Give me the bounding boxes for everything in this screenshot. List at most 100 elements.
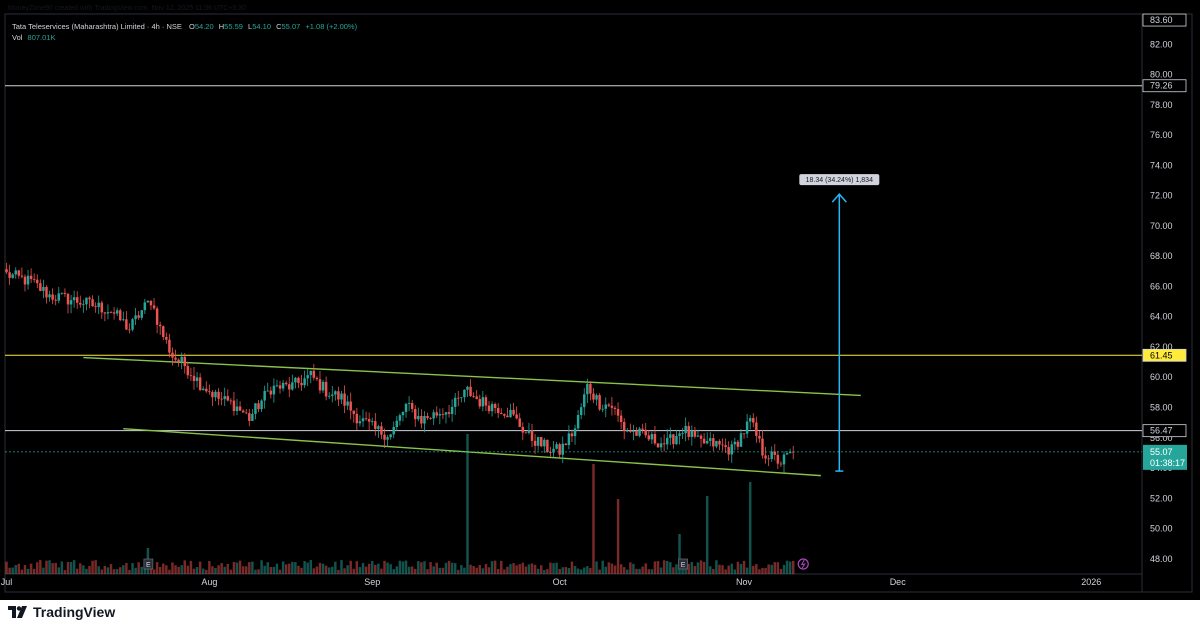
volume-bar: [466, 434, 469, 574]
volume-bar: [613, 565, 617, 574]
volume-bar: [610, 563, 614, 574]
candle-body: [303, 378, 306, 386]
price-scale[interactable]: 48.0050.0052.0054.0056.0058.0060.0062.00…: [1142, 13, 1187, 564]
time-scale[interactable]: Jul Aug Sep Oct Nov Dec 2026: [1, 577, 1102, 587]
volume-bar: [244, 566, 248, 574]
volume-bar: [168, 569, 171, 574]
candle-body: [324, 381, 328, 397]
candle-body: [186, 366, 190, 376]
candle-body: [447, 412, 451, 414]
candle-body: [696, 435, 700, 437]
volume-bar: [407, 566, 411, 574]
candle-body: [678, 433, 681, 436]
candle-body: [32, 279, 36, 280]
candle-body: [26, 275, 30, 285]
y-tick-label: 48.00: [1150, 554, 1173, 564]
horizontal-levels[interactable]: 79.26 61.45 56.47: [5, 79, 1187, 438]
candle-body: [586, 383, 589, 395]
volume-bar: [665, 560, 669, 574]
volume-bar: [444, 562, 448, 574]
volume-bar: [294, 562, 297, 574]
volume-bar: [377, 563, 380, 574]
candle-body: [681, 433, 684, 434]
plot-area[interactable]: [5, 14, 1142, 574]
volume-bar: [601, 560, 604, 574]
volume-bar: [251, 561, 254, 574]
candle-body: [761, 438, 764, 456]
tradingview-logo-icon: [8, 606, 27, 618]
earnings-label: E: [146, 562, 151, 569]
candle-body: [281, 382, 285, 389]
volume-bar: [79, 563, 82, 574]
candle-body: [217, 391, 220, 399]
candle-body: [733, 441, 737, 445]
volume-bar: [659, 567, 663, 574]
current-price-tag: [1143, 444, 1187, 470]
candle-body: [220, 398, 223, 400]
candle-body: [518, 418, 521, 427]
tradingview-watermark[interactable]: TradingView: [8, 602, 115, 622]
volume-bar: [217, 565, 220, 574]
candle-body: [500, 413, 503, 415]
volume-bar: [543, 569, 546, 574]
candle-body: [466, 386, 469, 390]
candle-body: [79, 302, 82, 305]
descending-channel[interactable]: [83, 356, 861, 477]
volume-bar: [238, 560, 242, 574]
level-tag: [1142, 348, 1187, 362]
candle-body: [702, 438, 706, 444]
candle-body: [478, 399, 482, 407]
candle-body: [552, 448, 555, 453]
candle-body: [423, 416, 426, 424]
symbol-name: Tata Teleservices (Maharashtra) Limited …: [12, 22, 182, 31]
volume-bar: [702, 561, 706, 574]
volume-bar: [770, 564, 773, 574]
volume-bar: [779, 568, 783, 574]
candle-body: [349, 401, 352, 411]
candle-body: [128, 329, 131, 331]
candle-body: [91, 299, 94, 307]
candle-body: [155, 308, 159, 325]
countdown-label: 01:38:17: [1150, 458, 1185, 468]
volume-bar: [469, 564, 472, 574]
candle-body: [739, 433, 743, 447]
volume-bar: [85, 568, 88, 574]
volume-bar: [395, 566, 399, 574]
y-tick-label: 78.00: [1150, 100, 1173, 110]
candle-body: [205, 388, 208, 392]
candle-body: [659, 443, 663, 448]
candle-body: [171, 352, 174, 358]
price-range-measure[interactable]: 18.34 (34.24%) 1,834: [799, 174, 880, 472]
volume-bar: [567, 568, 571, 574]
candle-body: [340, 393, 343, 400]
candle-body: [752, 418, 755, 423]
candle-body: [583, 394, 586, 408]
candle-body: [254, 403, 257, 414]
volume-bar: [226, 564, 230, 574]
candle-body: [656, 443, 660, 448]
volume-bar: [561, 567, 564, 574]
volume-bar: [309, 560, 312, 574]
y-tick-label: 64.00: [1150, 312, 1173, 322]
volume-bar: [536, 568, 540, 574]
y-tick-label: 58.00: [1150, 403, 1173, 413]
volume-bar: [632, 563, 635, 574]
candle-body: [229, 400, 233, 402]
x-tick-label: Aug: [201, 577, 217, 587]
volume-bar: [518, 564, 521, 574]
volume-bar: [300, 567, 303, 574]
y-tick-label: 50.00: [1150, 524, 1173, 534]
x-tick-label: Nov: [736, 577, 753, 587]
candle-body: [226, 396, 230, 401]
candle-body: [662, 443, 666, 445]
candle-body: [444, 412, 448, 415]
volume-bar: [500, 560, 503, 574]
candle-body: [543, 439, 546, 447]
volume-bar: [94, 560, 97, 574]
candle-body: [60, 292, 64, 294]
candle-body: [758, 435, 761, 439]
candle-body: [724, 445, 727, 448]
